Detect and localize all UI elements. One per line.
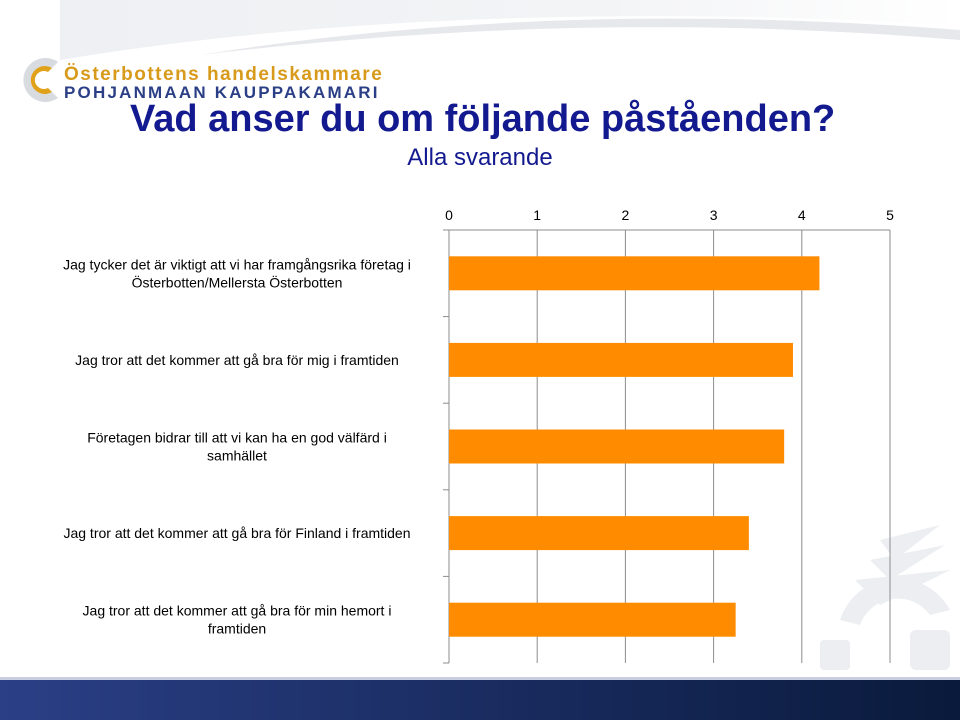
tick-labels: 0 1 2 3 4 5 <box>445 207 894 223</box>
x-tick-label: 1 <box>533 207 541 223</box>
chart-subtitle: Alla svarande <box>407 144 553 171</box>
category-label: Jag tror att det kommer att gå bra för m… <box>75 352 399 368</box>
header-swoosh <box>60 0 960 60</box>
bar-4 <box>449 516 749 551</box>
bar-3 <box>449 429 785 464</box>
chart-title: Vad anser du om följande påståenden? <box>130 98 836 140</box>
chamber-logo: Österbottens handelskammare POHJANMAAN K… <box>18 54 382 110</box>
x-tick-label: 0 <box>445 207 453 223</box>
bar-chart: 0 1 2 3 4 5 Jag tycker det är viktigt att vi … <box>63 207 894 664</box>
org-name-finnish: POHJANMAAN KAUPPAKAMARI <box>64 83 380 102</box>
bar-2 <box>449 342 793 377</box>
category-label: Österbotten/Mellersta Österbotten <box>132 273 343 290</box>
bar-5 <box>449 602 736 637</box>
footer-bar <box>0 680 960 720</box>
chamber-of-commerce-logo-icon <box>23 58 58 102</box>
category-label: Jag tror att det kommer att gå bra för F… <box>63 525 410 541</box>
x-tick-label: 2 <box>622 207 630 223</box>
bar-1 <box>449 256 820 291</box>
category-label: Jag tycker det är viktigt att vi har fra… <box>63 256 411 272</box>
org-name-swedish: Österbottens handelskammare <box>64 64 384 85</box>
category-label: framtiden <box>208 621 266 637</box>
x-tick-label: 3 <box>710 207 718 223</box>
category-label: samhället <box>207 448 267 464</box>
x-tick-label: 5 <box>886 207 894 223</box>
x-tick-label: 4 <box>798 207 806 223</box>
category-label: Företagen bidrar till att vi kan ha en g… <box>87 430 387 446</box>
footer-divider <box>0 677 960 680</box>
category-labels: Jag tycker det är viktigt att vi har fra… <box>63 256 411 636</box>
bars <box>449 256 820 637</box>
category-label: Jag tror att det kommer att gå bra för m… <box>83 603 392 619</box>
gear-wing-watermark-icon <box>820 525 950 670</box>
